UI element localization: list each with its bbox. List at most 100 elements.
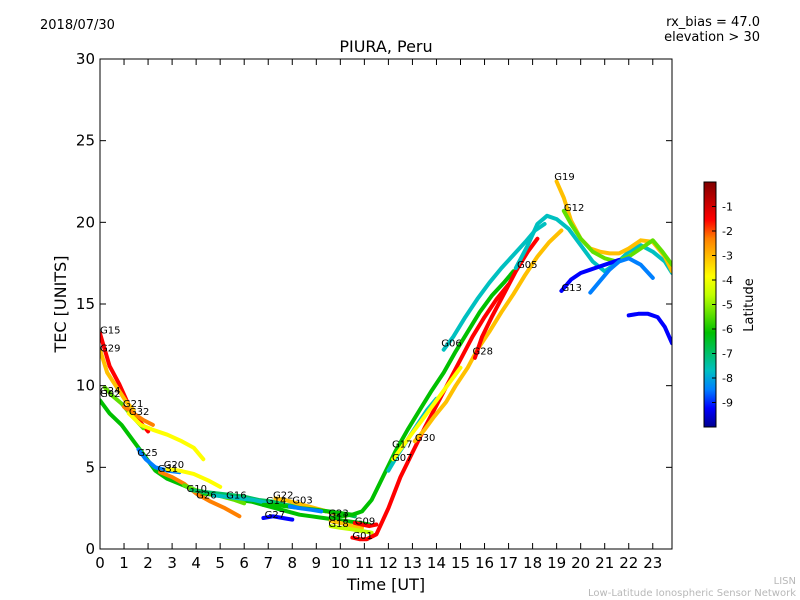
- series-g30: [412, 228, 564, 444]
- y-tick-label: 10: [76, 377, 95, 395]
- x-tick-label: 7: [263, 554, 273, 572]
- x-tick-label: 6: [239, 554, 249, 572]
- prn-label-g25: G25: [137, 448, 157, 459]
- prn-label-g18: G18: [328, 519, 348, 530]
- y-tick-label: 30: [76, 50, 95, 68]
- x-tick-label: 16: [475, 554, 494, 572]
- colorbar-tick-label: -1: [722, 201, 733, 214]
- series-g32: [126, 411, 206, 462]
- x-tick-label: 3: [167, 554, 177, 572]
- series-g05: [513, 213, 672, 275]
- x-tick-label: 1: [119, 554, 129, 572]
- chart-title: PIURA, Peru: [339, 37, 432, 56]
- series-g13: [559, 257, 622, 293]
- x-tick-label: 9: [312, 554, 322, 572]
- prn-label-g22: G22: [273, 490, 293, 501]
- x-tick-label: 22: [619, 554, 638, 572]
- prn-label-g24: G24: [100, 386, 120, 397]
- prn-label-g21: G21: [123, 399, 143, 410]
- series-g03: [287, 504, 324, 514]
- series-g28: [472, 236, 540, 360]
- x-tick-label: 2: [143, 554, 153, 572]
- x-tick-label: 10: [331, 554, 350, 572]
- x-tick-label: 19: [547, 554, 566, 572]
- x-axis-label: Time [UT]: [346, 575, 425, 594]
- series-g12: [561, 208, 672, 267]
- series-g11: [328, 519, 364, 530]
- y-tick-label: 15: [76, 295, 95, 313]
- elevation-label: elevation > 30: [664, 30, 760, 45]
- prn-label-g28: G28: [473, 347, 493, 358]
- x-tick-label: 15: [451, 554, 470, 572]
- prn-label-g11: G11: [328, 512, 348, 523]
- series-g16: [211, 493, 271, 506]
- prn-label-g01: G01: [352, 531, 372, 542]
- x-tick-label: 17: [499, 554, 518, 572]
- series-g18: [328, 524, 374, 535]
- colorbar-tick-label: -3: [722, 250, 733, 263]
- footer-lisn: LISN: [773, 576, 796, 587]
- prn-label-g05: G05: [517, 260, 537, 271]
- colorbar-label: Latitude: [742, 278, 757, 332]
- prn-label-g23: G23: [328, 508, 348, 519]
- y-tick-label: 25: [76, 132, 95, 150]
- prn-label-g19: G19: [554, 172, 574, 183]
- prn-label-g30: G30: [415, 433, 435, 444]
- prn-label-g02: G02: [100, 389, 120, 400]
- x-tick-label: 14: [427, 554, 446, 572]
- x-tick-label: 11: [355, 554, 374, 572]
- prn-label-g07: G07: [392, 453, 412, 464]
- prn-label-g17: G17: [392, 440, 412, 451]
- series-g07: [391, 365, 463, 462]
- x-tick-label: 12: [379, 554, 398, 572]
- prn-label-g26: G26: [196, 490, 216, 501]
- prn-label-g16: G16: [226, 490, 246, 501]
- series-g08: [588, 256, 655, 295]
- colorbar-tick-label: -8: [722, 372, 733, 385]
- colorbar-tick-label: -4: [722, 274, 733, 287]
- y-axis-label: TEC [UNITS]: [51, 256, 70, 354]
- series-g23: [328, 269, 516, 520]
- y-tick-label: 5: [85, 458, 95, 476]
- x-tick-label: 18: [523, 554, 542, 572]
- plot-frame: [99, 58, 673, 550]
- prn-label-g27: G27: [265, 510, 285, 521]
- x-tick-label: 0: [95, 554, 105, 572]
- series-g27: [261, 514, 295, 522]
- x-tick-label: 21: [595, 554, 614, 572]
- x-tick-label: 13: [403, 554, 422, 572]
- prn-label-g32: G32: [129, 407, 149, 418]
- series-layer: [100, 179, 672, 542]
- prn-label-g09: G09: [355, 517, 375, 528]
- prn-label-g03: G03: [292, 495, 312, 506]
- prn-label-g15: G15: [100, 325, 120, 336]
- x-tick-label: 8: [287, 554, 297, 572]
- prn-label-g13: G13: [561, 283, 581, 294]
- series-g29: [100, 347, 136, 413]
- y-tick-label: 0: [85, 540, 95, 558]
- prn-label-g31: G31: [158, 464, 178, 475]
- series-g09: [352, 520, 379, 529]
- colorbar-tick-label: -6: [722, 323, 733, 336]
- rx-bias-label: rx_bias = 47.0: [666, 15, 760, 30]
- colorbar-ticks: -1 -2 -3 -4 -5 -6 -7 -8 -9: [712, 201, 733, 410]
- prn-label-g12: G12: [564, 203, 584, 214]
- series-g31: [158, 470, 242, 519]
- date-label: 2018/07/30: [40, 18, 115, 33]
- prn-label-g20: G20: [164, 460, 184, 471]
- series-g21: [122, 404, 155, 427]
- colorbar-tick-label: -2: [722, 225, 733, 238]
- x-tick-label: 23: [643, 554, 662, 572]
- colorbar-tick-label: -7: [722, 348, 733, 361]
- axes-layer: 0 1 2 3 4 5 6 7 8 9 10 11 12 13 14 15 16 17 18 19 20 21 22 2305…: [76, 50, 672, 572]
- prn-label-g29: G29: [100, 343, 120, 354]
- x-tick-label: 4: [191, 554, 201, 572]
- y-tick-label: 20: [76, 213, 95, 231]
- prn-label-g10: G10: [187, 484, 207, 495]
- footer-network: Low-Latitude Ionospheric Sensor Network: [588, 588, 796, 599]
- prn-label-g06: G06: [441, 338, 461, 349]
- prn-label-g14: G14: [266, 496, 286, 507]
- x-tick-label: 20: [571, 554, 590, 572]
